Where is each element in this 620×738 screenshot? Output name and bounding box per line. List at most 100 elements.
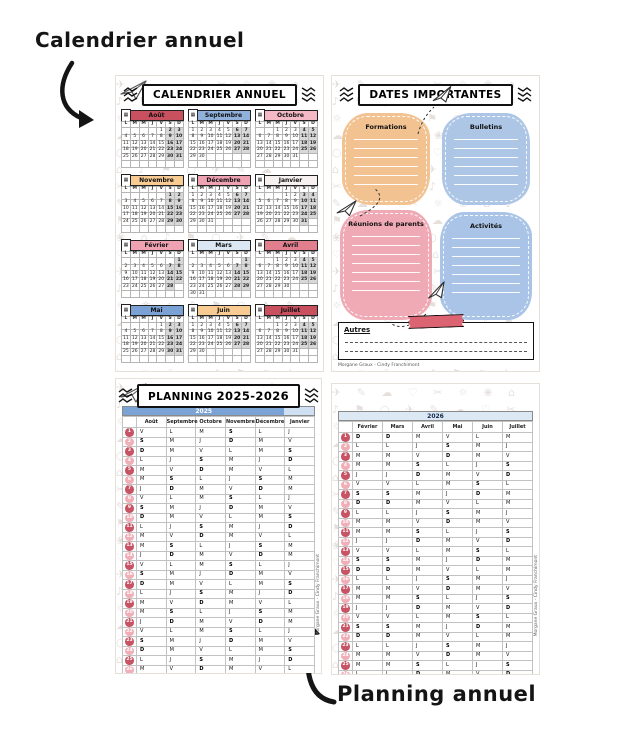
day-number-cell: 13 (338, 546, 353, 557)
date-cell: 19 (129, 146, 140, 155)
weekday-cell: L (136, 522, 167, 533)
date-cell: 27 (232, 341, 243, 350)
weekday-cell: M (224, 588, 256, 599)
date-cell: 12 (308, 328, 318, 337)
date-cell: 7 (272, 198, 283, 207)
date-cell (290, 224, 301, 233)
day-row: 13 M S L J S M (122, 541, 315, 552)
writing-line (352, 281, 420, 282)
date-cell: 23 (196, 211, 207, 220)
day-number-badge: 4 (125, 456, 134, 465)
date-cell: 22 (272, 276, 283, 285)
weekday-cell: D (412, 603, 443, 614)
date-cell: 26 (255, 218, 265, 226)
weekday-cell: L (502, 479, 533, 490)
day-row: 20 V V L M S L (338, 612, 533, 623)
scribble-icon (304, 387, 319, 403)
date-cell: 21 (263, 146, 274, 155)
writing-line (454, 139, 518, 140)
weekday-cell: M (195, 484, 226, 495)
date-cell: 25 (129, 218, 140, 226)
date-cell: 10 (205, 198, 216, 207)
weekday-cell: V (136, 626, 167, 637)
week-row (121, 289, 184, 298)
week-row: 19 20 21 22 23 24 25 (255, 211, 318, 220)
weekday-cell: V (284, 569, 315, 580)
weekday-cell: D (502, 536, 533, 547)
date-cell: 27 (156, 283, 167, 291)
day-number-badge: 2 (125, 437, 134, 446)
weekday-cell: L (195, 607, 226, 618)
date-cell (174, 283, 184, 291)
weekday-cell: J (412, 574, 443, 585)
week-row (188, 224, 251, 233)
date-cell (223, 159, 234, 168)
day-row: 18 L J S M J D (122, 588, 315, 599)
week-row (121, 224, 184, 233)
day-number-badge: 9 (125, 504, 134, 513)
date-cell: 30 (290, 218, 301, 226)
weekday-cell: D (412, 470, 443, 481)
date-cell: 23 (290, 211, 301, 220)
weekday-cell: V (224, 617, 256, 628)
day-header-cell: D (241, 121, 251, 128)
week-row (255, 159, 318, 168)
date-cell: 18 (205, 276, 216, 285)
day-number-cell: 22 (122, 626, 137, 637)
date-cell (165, 159, 176, 168)
date-cell: 11 (299, 263, 310, 272)
date-cell (196, 354, 207, 363)
date-cell (299, 159, 310, 168)
day-number-cell: 8 (338, 498, 353, 509)
mini-month-header: ▦ Juillet (255, 303, 318, 317)
weekday-cell: S (224, 427, 256, 438)
writing-lines (442, 139, 530, 185)
week-row: 26 27 28 29 30 31 (255, 218, 318, 226)
mini-month-name: Janvier (263, 174, 318, 186)
week-row (121, 159, 184, 168)
weekday-cell: V (254, 465, 286, 476)
year-bar: 2026 (338, 411, 533, 421)
date-cell: 4 (121, 328, 131, 337)
week-row: 6 7 8 9 10 11 12 (255, 263, 318, 272)
mini-month-mars: ▦ Mars L M M J V S D 1 2 3 4 5 6 7 8 9 10 11 12 13 14 15 16 17 18 1… (188, 238, 251, 302)
weekday-cell: J (472, 660, 503, 671)
date-cell: 3 (121, 198, 131, 207)
date-cell: 5 (138, 198, 149, 207)
weekday-cell: L (136, 588, 167, 599)
week-row: 20 21 22 23 24 25 26 (255, 276, 318, 285)
weekday-cell: L (412, 612, 443, 623)
weekday-cell: M (412, 622, 443, 633)
annotation-planning-annuel: Planning annuel (337, 682, 537, 706)
weekday-cell: D (254, 550, 286, 561)
day-number-cell: 7 (122, 484, 137, 495)
weekday-cell: L (382, 641, 413, 652)
weekday-cell: M (136, 474, 167, 485)
weekday-cell: M (284, 484, 315, 495)
page-title-banner: CALENDRIER ANNUEL (116, 84, 323, 106)
date-cell (174, 289, 184, 298)
date-cell (121, 354, 131, 363)
date-cell (290, 289, 301, 298)
weekday-cell: L (382, 508, 413, 519)
month-header-cell: Juin (472, 421, 503, 433)
weekday-cell: D (502, 669, 533, 674)
date-cell: 8 (156, 133, 167, 142)
page-dates-importantes: ✈ ✎ ☁ ♡ ✂ ☼ ❀ ⌂ ♪ ⚑ ○ ✈ ✎ ☁ ♡ ✂ ☼ ❀ ⌂ ♪ … (331, 75, 540, 372)
date-cell (138, 354, 149, 363)
weekday-cell: J (352, 669, 383, 674)
day-number-badge: 14 (341, 556, 350, 565)
date-cell: 11 (214, 328, 225, 337)
date-cell: 9 (174, 198, 184, 207)
weekday-cell: M (165, 503, 197, 514)
weekday-cell: S (412, 460, 443, 471)
mini-month-grid: L M M J V S D 1 2 3 4 5 6 7 8 9 10 11 12 13 14 15 16 17 18 19 20 21… (188, 121, 251, 168)
writing-lines (340, 236, 432, 291)
weekday-cell: M (352, 527, 383, 538)
date-cell (308, 348, 318, 356)
weekday-cell: S (195, 522, 226, 533)
